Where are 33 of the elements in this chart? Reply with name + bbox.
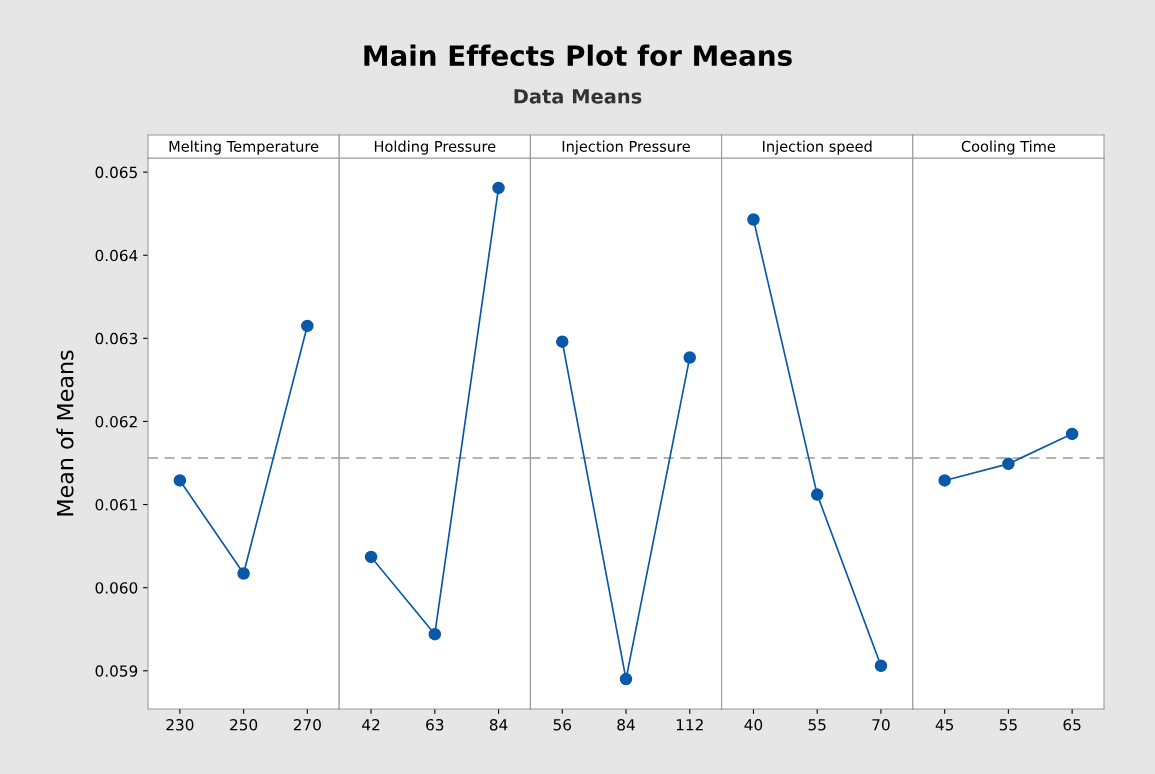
x-tick-label: 55: [999, 719, 1017, 731]
y-tick-label: 0.065: [95, 166, 137, 179]
y-tick-label: 0.063: [95, 332, 138, 345]
point: [301, 319, 314, 333]
y-tick-label: 0.060: [95, 582, 138, 594]
x-tick-label: 112: [676, 718, 703, 731]
y-tick-label: 0.061: [95, 499, 137, 511]
x-axis-title: Injection Pressure: [562, 140, 690, 155]
y-tick-label: 0.064: [95, 249, 138, 262]
x-tick-label: 84: [617, 718, 635, 731]
chart-title: Main Effects Plot for Means: [364, 44, 792, 67]
y-tick-label: 0.062: [95, 415, 137, 428]
chart-subtitle: Data Means: [514, 89, 642, 104]
point: [237, 567, 250, 580]
x-tick-label: 65: [1063, 718, 1081, 731]
x-tick-label: 45: [935, 719, 954, 731]
x-axis-title: Melting Temperature: [169, 140, 319, 155]
y-tick-label: 0.059: [95, 665, 138, 677]
y-axis-title: Mean of Means: [56, 350, 74, 516]
x-tick-label: 270: [293, 718, 321, 731]
x-tick-label: 42: [362, 718, 380, 731]
x-tick-label: 230: [166, 718, 194, 731]
x-tick-label: 56: [553, 718, 572, 731]
x-axis-title: Injection speed: [763, 140, 872, 155]
x-tick-label: 84: [489, 718, 508, 731]
point: [173, 474, 187, 487]
x-tick-label: 55: [808, 719, 826, 731]
x-tick-label: 250: [230, 718, 258, 731]
x-tick-label: 40: [744, 718, 763, 731]
x-tick-label: 63: [426, 718, 444, 731]
x-tick-label: 70: [872, 718, 890, 731]
x-axis-title: Cooling Time: [961, 140, 1056, 155]
x-axis-title: Holding Pressure: [374, 140, 496, 155]
